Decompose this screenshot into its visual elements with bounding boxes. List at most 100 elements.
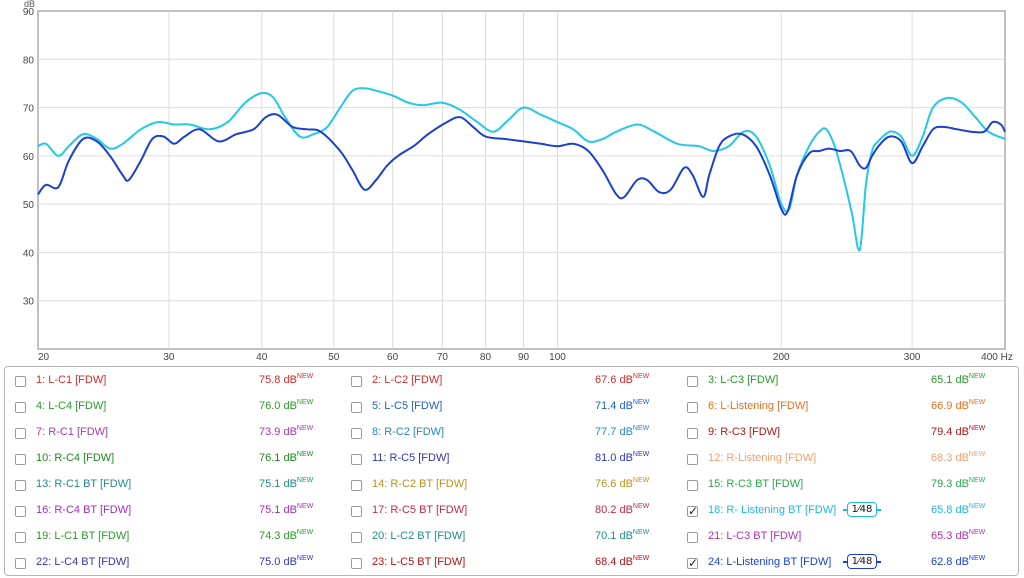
legend-value: 81.0 dBNEW — [595, 451, 650, 464]
grid — [38, 11, 1005, 349]
new-badge: NEW — [296, 503, 314, 510]
x-tick-label: 90 — [518, 352, 530, 363]
legend-item[interactable]: 20: L-C2 BT [FDW] 70.1 dBNEW — [351, 527, 671, 551]
legend-value: 76.1 dBNEW — [259, 451, 314, 464]
legend-value: 75.1 dBNEW — [259, 477, 314, 490]
legend-item[interactable]: 16: R-C4 BT [FDW] 75.1 dBNEW — [15, 501, 335, 525]
legend-label: 16: R-C4 BT [FDW] — [36, 504, 132, 516]
plot-area — [37, 10, 1006, 350]
x-tick-label: 200 — [773, 352, 790, 363]
legend-checkbox[interactable] — [687, 532, 698, 543]
legend-checkbox[interactable] — [15, 506, 26, 517]
smoothing-badge[interactable]: 1⁄48 — [843, 502, 883, 519]
legend-checkbox[interactable] — [15, 376, 26, 387]
legend-label: 19: L-C1 BT [FDW] — [36, 530, 130, 542]
smoothing-badge[interactable]: 1⁄48 — [843, 554, 883, 571]
legend-label: 7: R-C1 [FDW] — [36, 426, 109, 438]
legend-item[interactable]: 15: R-C3 BT [FDW] 79.3 dBNEW — [687, 475, 1007, 499]
legend-value: 75.1 dBNEW — [259, 503, 314, 516]
legend-value: 66.9 dBNEW — [931, 399, 986, 412]
legend-item[interactable]: 6: L-Listening [FDW] 66.9 dBNEW — [687, 397, 1007, 421]
smoothing-fraction: 1⁄48 — [851, 504, 873, 515]
x-tick-label: 300 — [904, 352, 921, 363]
legend-label: 2: L-C2 [FDW] — [372, 374, 443, 386]
legend-item[interactable]: 9: R-C3 [FDW] 79.4 dBNEW — [687, 423, 1007, 447]
legend-value: 76.6 dBNEW — [595, 477, 650, 490]
legend-checkbox[interactable] — [351, 428, 362, 439]
y-tick-label: 70 — [23, 104, 35, 115]
legend-checkbox[interactable] — [687, 454, 698, 465]
legend-checkbox[interactable] — [351, 402, 362, 413]
legend-item[interactable]: 24: L-Listening BT [FDW] 1⁄48 62.8 dBNEW — [687, 553, 1007, 577]
legend-checkbox[interactable] — [351, 454, 362, 465]
legend-checkbox[interactable] — [15, 454, 26, 465]
legend-label: 1: L-C1 [FDW] — [36, 374, 107, 386]
new-badge: NEW — [296, 477, 314, 484]
legend-checkbox[interactable] — [15, 480, 26, 491]
legend-checkbox[interactable] — [351, 480, 362, 491]
x-tick-label: 50 — [328, 352, 340, 363]
x-tick-label: 60 — [387, 352, 399, 363]
y-tick-label: 50 — [23, 200, 35, 211]
x-tick-label: 40 — [256, 352, 268, 363]
legend-item[interactable]: 14: R-C2 BT [FDW] 76.6 dBNEW — [351, 475, 671, 499]
legend-checkbox[interactable] — [687, 428, 698, 439]
legend-item[interactable]: 8: R-C2 [FDW] 77.7 dBNEW — [351, 423, 671, 447]
legend-checkbox[interactable] — [15, 558, 26, 569]
legend-label: 12: R-Listening [FDW] — [708, 452, 817, 464]
new-badge: NEW — [296, 425, 314, 432]
legend-item[interactable]: 11: R-C5 [FDW] 81.0 dBNEW — [351, 449, 671, 473]
legend-label: 3: L-C3 [FDW] — [708, 374, 779, 386]
x-tick-label: 30 — [163, 352, 175, 363]
legend-value: 75.0 dBNEW — [259, 555, 314, 568]
series-line-1 — [37, 87, 1006, 252]
legend-checkbox[interactable] — [15, 428, 26, 439]
legend-item[interactable]: 2: L-C2 [FDW] 67.6 dBNEW — [351, 371, 671, 395]
legend-checkbox[interactable] — [687, 504, 698, 518]
legend-item[interactable]: 22: L-C4 BT [FDW] 75.0 dBNEW — [15, 553, 335, 577]
series-lines — [37, 87, 1006, 252]
legend-value: 68.3 dBNEW — [931, 451, 986, 464]
new-badge: NEW — [968, 373, 986, 380]
legend-item[interactable]: 5: L-C5 [FDW] 71.4 dBNEW — [351, 397, 671, 421]
legend-item[interactable]: 12: R-Listening [FDW] 68.3 dBNEW — [687, 449, 1007, 473]
legend-checkbox[interactable] — [15, 402, 26, 413]
legend-label: 21: L-C3 BT [FDW] — [708, 530, 802, 542]
legend-item[interactable]: 13: R-C1 BT [FDW] 75.1 dBNEW — [15, 475, 335, 499]
legend-value: 65.8 dBNEW — [931, 503, 986, 516]
legend-item[interactable]: 17: R-C5 BT [FDW] 80.2 dBNEW — [351, 501, 671, 525]
legend-checkbox[interactable] — [15, 532, 26, 543]
legend-value: 80.2 dBNEW — [595, 503, 650, 516]
legend-value: 65.3 dBNEW — [931, 529, 986, 542]
legend-checkbox[interactable] — [687, 556, 698, 570]
legend-item[interactable]: 18: R- Listening BT [FDW] 1⁄48 65.8 dBNEW — [687, 501, 1007, 525]
legend-label: 10: R-C4 [FDW] — [36, 452, 115, 464]
legend-value: 79.4 dBNEW — [931, 425, 986, 438]
trace-legend: 1: L-C1 [FDW] 75.8 dBNEW 2: L-C2 [FDW] 67.6… — [4, 366, 1019, 576]
legend-item[interactable]: 23: L-C5 BT [FDW] 68.4 dBNEW — [351, 553, 671, 577]
legend-item[interactable]: 21: L-C3 BT [FDW] 65.3 dBNEW — [687, 527, 1007, 551]
new-badge: NEW — [632, 425, 650, 432]
new-badge: NEW — [968, 451, 986, 458]
legend-item[interactable]: 19: L-C1 BT [FDW] 74.3 dBNEW — [15, 527, 335, 551]
legend-item[interactable]: 10: R-C4 [FDW] 76.1 dBNEW — [15, 449, 335, 473]
legend-checkbox[interactable] — [687, 402, 698, 413]
legend-item[interactable]: 3: L-C3 [FDW] 65.1 dBNEW — [687, 371, 1007, 395]
legend-checkbox[interactable] — [351, 506, 362, 517]
legend-value: 73.9 dBNEW — [259, 425, 314, 438]
legend-checkbox[interactable] — [687, 376, 698, 387]
legend-item[interactable]: 1: L-C1 [FDW] 75.8 dBNEW — [15, 371, 335, 395]
legend-item[interactable]: 4: L-C4 [FDW] 76.0 dBNEW — [15, 397, 335, 421]
legend-value: 67.6 dBNEW — [595, 373, 650, 386]
legend-value: 76.0 dBNEW — [259, 399, 314, 412]
legend-label: 8: R-C2 [FDW] — [372, 426, 445, 438]
legend-item[interactable]: 7: R-C1 [FDW] 73.9 dBNEW — [15, 423, 335, 447]
x-tick-label: 400 Hz — [981, 352, 1013, 363]
legend-checkbox[interactable] — [351, 558, 362, 569]
legend-label: 14: R-C2 BT [FDW] — [372, 478, 468, 490]
legend-value: 68.4 dBNEW — [595, 555, 650, 568]
legend-checkbox[interactable] — [351, 532, 362, 543]
legend-checkbox[interactable] — [687, 480, 698, 491]
new-badge: NEW — [296, 451, 314, 458]
legend-checkbox[interactable] — [351, 376, 362, 387]
